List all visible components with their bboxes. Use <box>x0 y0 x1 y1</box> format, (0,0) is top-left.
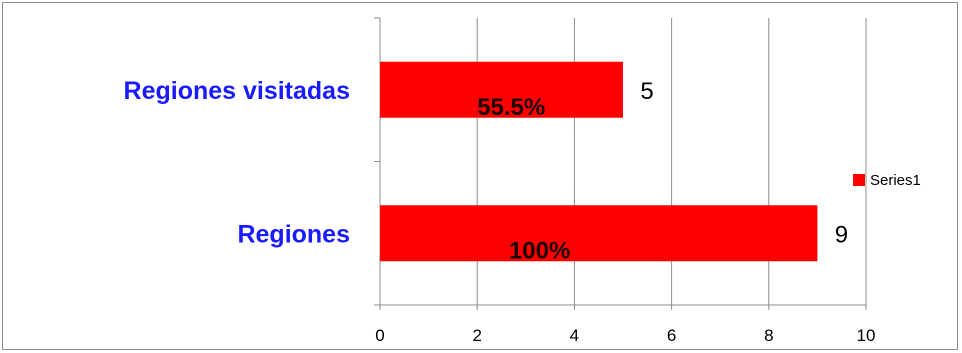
category-label: Regiones visitadas <box>124 77 350 105</box>
x-tick-label: 8 <box>764 326 773 345</box>
bars <box>380 61 818 262</box>
legend: Series1 <box>853 172 921 189</box>
bar-inner-label: 55.5% <box>477 94 545 121</box>
legend-swatch <box>853 174 865 186</box>
chart-frame <box>2 2 958 350</box>
x-tick-label: 4 <box>570 326 579 345</box>
x-tick-label: 2 <box>472 326 481 345</box>
axes: 0 2 4 6 8 10 <box>374 17 876 345</box>
legend-label: Series1 <box>870 172 921 189</box>
x-tick-label: 10 <box>857 326 876 345</box>
bar <box>380 205 818 262</box>
bar <box>380 61 623 118</box>
value-label: 5 <box>640 78 653 105</box>
x-tick-label: 6 <box>667 326 676 345</box>
category-label: Regiones <box>237 220 350 248</box>
value-label: 9 <box>835 221 848 248</box>
x-tick-label: 0 <box>375 326 384 345</box>
labels: Regiones visitadas 5 55.5% Regiones 9 100% <box>124 77 849 265</box>
bar-inner-label: 100% <box>509 237 570 264</box>
